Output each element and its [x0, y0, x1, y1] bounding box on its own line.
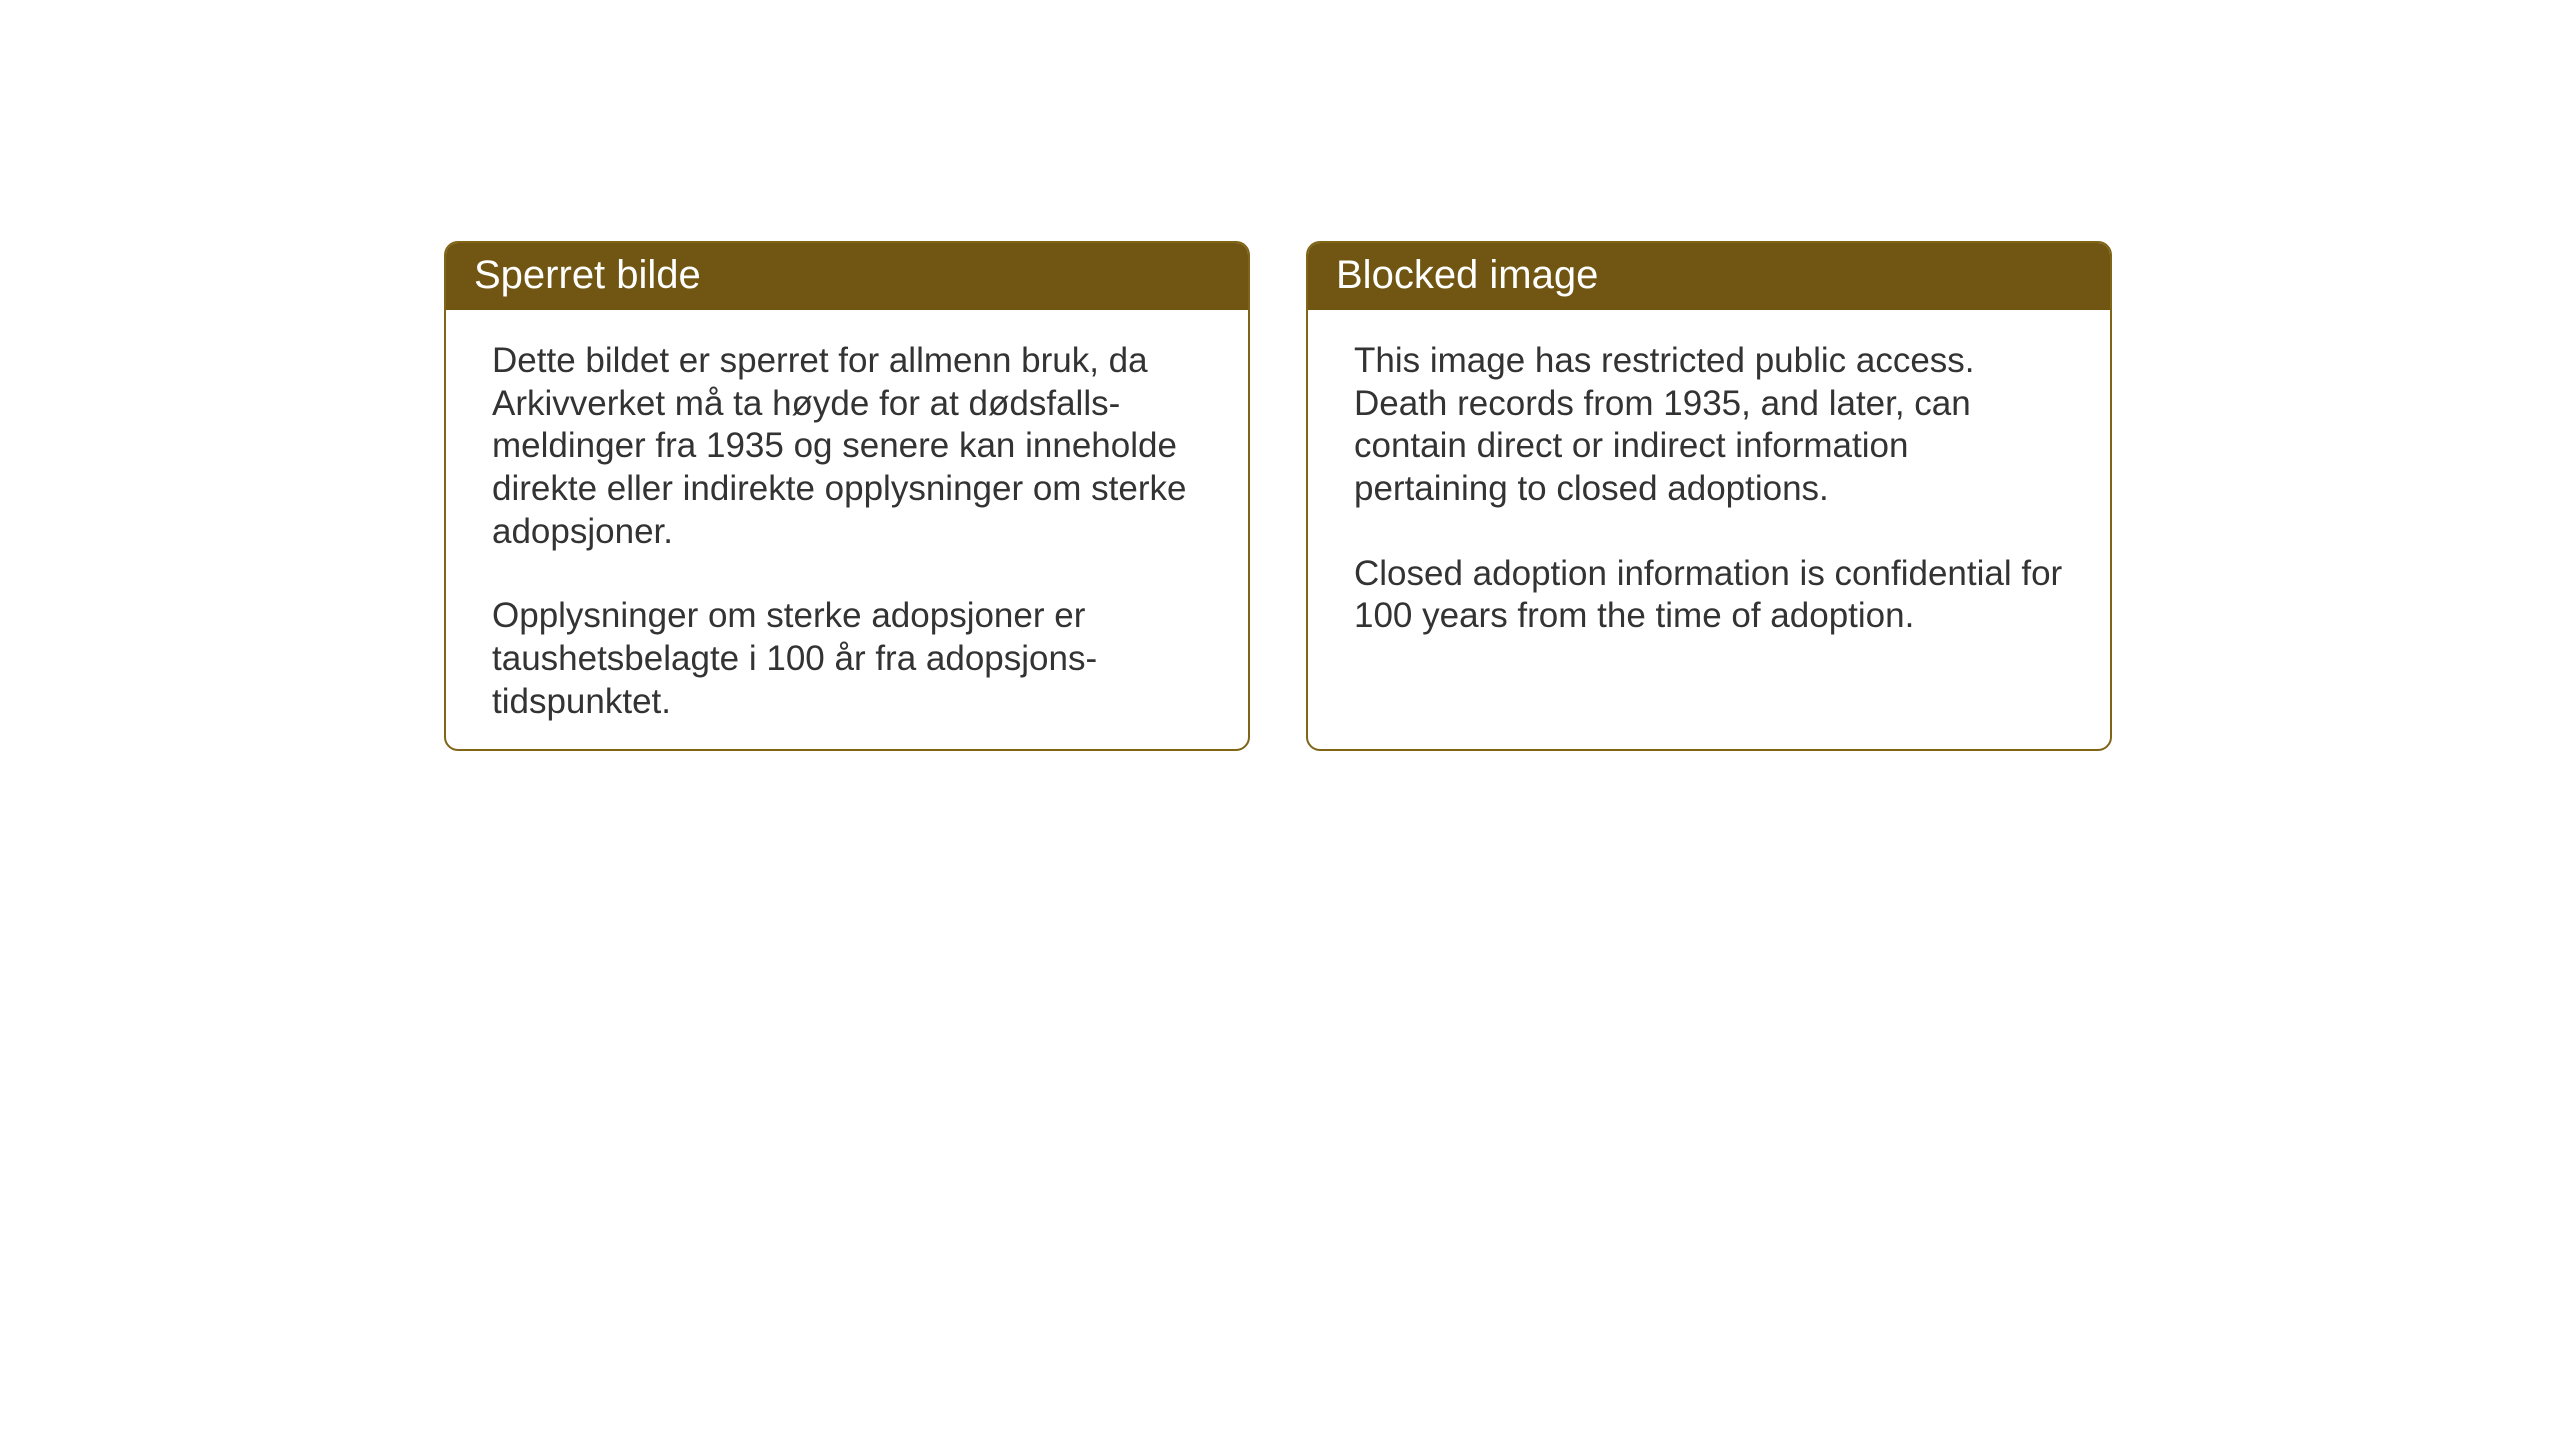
- card-header-norwegian: Sperret bilde: [446, 243, 1248, 310]
- card-paragraph-2-english: Closed adoption information is confident…: [1354, 553, 2064, 638]
- notice-card-english: Blocked image This image has restricted …: [1306, 241, 2112, 751]
- card-body-norwegian: Dette bildet er sperret for allmenn bruk…: [446, 310, 1248, 751]
- notice-card-norwegian: Sperret bilde Dette bildet er sperret fo…: [444, 241, 1250, 751]
- notice-container: Sperret bilde Dette bildet er sperret fo…: [444, 241, 2112, 751]
- card-paragraph-2-norwegian: Opplysninger om sterke adopsjoner er tau…: [492, 595, 1202, 723]
- card-title-norwegian: Sperret bilde: [474, 253, 701, 297]
- card-paragraph-1-english: This image has restricted public access.…: [1354, 340, 2064, 511]
- card-header-english: Blocked image: [1308, 243, 2110, 310]
- card-title-english: Blocked image: [1336, 253, 1598, 297]
- card-body-english: This image has restricted public access.…: [1308, 310, 2110, 668]
- card-paragraph-1-norwegian: Dette bildet er sperret for allmenn bruk…: [492, 340, 1202, 553]
